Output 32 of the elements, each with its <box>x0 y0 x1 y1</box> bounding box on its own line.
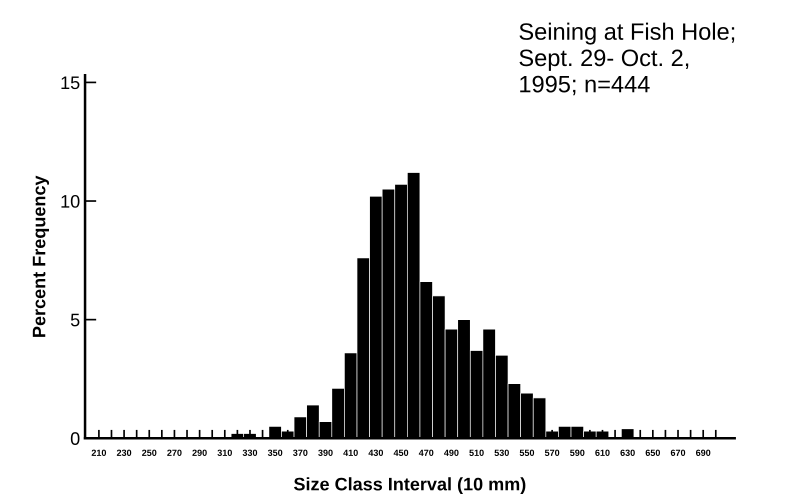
x-tick-label: 530 <box>494 450 509 456</box>
y-axis-title: Percent Frequency <box>32 176 49 337</box>
x-tick-label: 670 <box>670 450 686 456</box>
x-tick-label: 210 <box>92 450 106 456</box>
x-tick-label: 450 <box>394 450 408 456</box>
x-tick-label: 430 <box>368 450 384 456</box>
x-tick-label: 690 <box>696 450 710 456</box>
x-tick-label: 230 <box>116 450 132 456</box>
y-tick-label: 15 <box>61 76 80 90</box>
y-tick-label: 10 <box>61 194 80 208</box>
x-tick-label: 650 <box>646 450 660 456</box>
x-tick-label: 510 <box>469 450 484 456</box>
x-tick-label: 350 <box>268 450 282 456</box>
x-tick-label: 410 <box>343 450 358 456</box>
x-axis-title: Size Class Interval (10 mm) <box>294 477 526 494</box>
x-tick-label: 390 <box>318 450 333 456</box>
x-tick-label: 550 <box>520 450 534 456</box>
x-tick-label: 370 <box>293 450 308 456</box>
x-tick-label: 330 <box>242 450 258 456</box>
x-tick-label: 590 <box>570 450 584 456</box>
x-tick-label: 490 <box>444 450 459 456</box>
x-tick-label: 290 <box>192 450 207 456</box>
x-tick-label: 270 <box>167 450 182 456</box>
x-tick-label: 610 <box>595 450 610 456</box>
annotation: Seining at Fish Hole; Sept. 29- Oct. 2, 1995; n=444 <box>519 22 734 96</box>
y-tick-label: 5 <box>70 314 80 326</box>
x-tick-label: 470 <box>418 450 434 456</box>
y-tick-label: 0 <box>70 432 80 445</box>
x-tick-label: 310 <box>217 450 232 456</box>
x-tick-label: 630 <box>620 450 635 456</box>
x-tick-label: 570 <box>544 450 560 456</box>
x-tick-label: 250 <box>142 450 156 456</box>
